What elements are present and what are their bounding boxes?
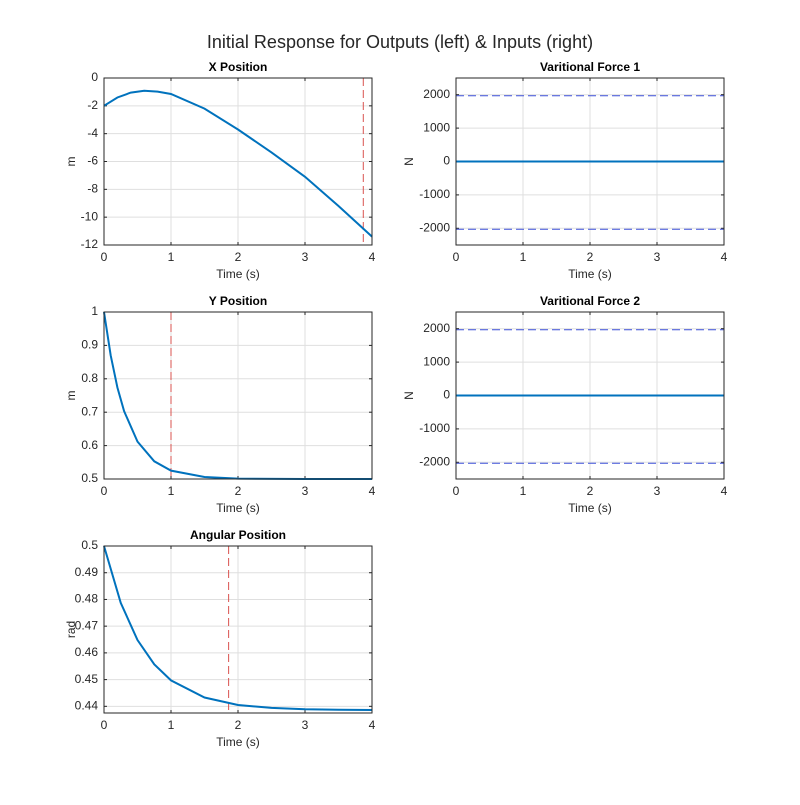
subplot: 0 1 2 3 4 -2000 -1000 0 1000 2000 Varitional Force…: [402, 294, 727, 515]
x-tick-label: 4: [369, 250, 376, 264]
x-tick-label: 3: [302, 718, 309, 732]
x-tick-label: 0: [453, 484, 460, 498]
x-axis-label: Time (s): [568, 267, 612, 281]
x-tick-label: 2: [587, 250, 594, 264]
y-tick-label: 0.44: [75, 698, 99, 712]
y-tick-label: 0: [91, 70, 98, 84]
x-tick-label: 0: [101, 484, 108, 498]
y-tick-label: 0: [443, 388, 450, 402]
subplot-title: X Position: [209, 60, 268, 74]
y-tick-label: 0: [443, 154, 450, 168]
y-tick-label: 0.45: [75, 672, 99, 686]
x-tick-label: 0: [101, 250, 108, 264]
x-axis-label: Time (s): [216, 501, 260, 515]
y-tick-label: 0.9: [81, 338, 98, 352]
y-axis-label: m: [64, 391, 78, 401]
y-tick-label: 0.5: [81, 471, 98, 485]
y-tick-label: 0.7: [81, 404, 98, 418]
axes-box: [455, 311, 725, 480]
x-tick-label: 1: [168, 250, 175, 264]
x-tick-label: 3: [654, 484, 661, 498]
y-tick-label: 1000: [423, 120, 450, 134]
x-tick-label: 4: [369, 718, 376, 732]
subplot-title: Y Position: [209, 294, 267, 308]
data-line: [103, 89, 373, 238]
y-tick-label: 0.8: [81, 371, 98, 385]
x-tick-label: 4: [721, 484, 728, 498]
x-tick-label: 3: [654, 250, 661, 264]
axes-box: [103, 311, 373, 480]
subplot: 0 1 2 3 4 0.5 0.6 0.7 0.8 0.9 1 Y Position Time (s) m: [64, 294, 375, 515]
y-tick-label: -2: [87, 98, 98, 112]
x-tick-label: 4: [369, 484, 376, 498]
x-tick-label: 0: [453, 250, 460, 264]
x-tick-label: 2: [235, 484, 242, 498]
y-tick-label: -1000: [419, 187, 450, 201]
y-tick-label: 0.6: [81, 438, 98, 452]
y-tick-label: -2000: [419, 220, 450, 234]
x-tick-label: 4: [721, 250, 728, 264]
axes-box: [103, 545, 373, 714]
y-axis-label: m: [64, 157, 78, 167]
y-tick-label: -1000: [419, 421, 450, 435]
x-axis-label: Time (s): [216, 735, 260, 749]
x-tick-label: 1: [168, 484, 175, 498]
y-axis-label: N: [402, 157, 416, 166]
x-tick-label: 2: [235, 250, 242, 264]
y-tick-label: -10: [81, 209, 99, 223]
x-tick-label: 2: [587, 484, 594, 498]
y-tick-label: 0.5: [81, 538, 98, 552]
y-tick-label: 0.49: [75, 565, 99, 579]
y-tick-label: -6: [87, 154, 98, 168]
y-tick-label: -2000: [419, 454, 450, 468]
subplot-title: Angular Position: [190, 528, 286, 542]
x-tick-label: 3: [302, 250, 309, 264]
x-tick-label: 1: [168, 718, 175, 732]
x-axis-label: Time (s): [216, 267, 260, 281]
y-tick-label: 2000: [423, 321, 450, 335]
x-tick-label: 1: [520, 484, 527, 498]
y-tick-label: -8: [87, 182, 98, 196]
axes-box: [455, 77, 725, 246]
axes-box: [103, 77, 373, 246]
data-line: [103, 545, 373, 712]
y-tick-label: 1: [91, 304, 98, 318]
subplot-title: Varitional Force 1: [540, 60, 640, 74]
y-tick-label: -4: [87, 126, 98, 140]
subplot: 0 1 2 3 4 -12 -10 -8 -6 -4 -2 0 X Position Time (s) m: [64, 60, 375, 281]
subplot-title: Varitional Force 2: [540, 294, 640, 308]
y-axis-label: N: [402, 391, 416, 400]
y-axis-label: rad: [64, 621, 78, 638]
y-tick-label: -12: [81, 237, 99, 251]
y-tick-label: 0.47: [75, 618, 99, 632]
y-tick-label: 1000: [423, 354, 450, 368]
x-axis-label: Time (s): [568, 501, 612, 515]
x-tick-label: 2: [235, 718, 242, 732]
x-tick-label: 3: [302, 484, 309, 498]
y-tick-label: 0.46: [75, 645, 99, 659]
x-tick-label: 0: [101, 718, 108, 732]
subplot: 0 1 2 3 4 0.44 0.45 0.46 0.47 0.48 0.49 0.5 Angular …: [64, 528, 375, 749]
figure-title: Initial Response for Outputs (left) & In…: [207, 32, 593, 52]
y-tick-label: 2000: [423, 87, 450, 101]
y-tick-label: 0.48: [75, 592, 99, 606]
subplot: 0 1 2 3 4 -2000 -1000 0 1000 2000 Varitional Force…: [402, 60, 727, 281]
x-tick-label: 1: [520, 250, 527, 264]
